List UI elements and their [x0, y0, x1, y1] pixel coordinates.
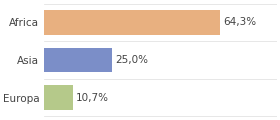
Text: 64,3%: 64,3%	[223, 17, 256, 27]
Bar	[44, 10, 220, 35]
Bar	[44, 85, 73, 110]
Text: 10,7%: 10,7%	[76, 93, 109, 103]
Bar	[44, 48, 112, 72]
Text: 25,0%: 25,0%	[115, 55, 148, 65]
